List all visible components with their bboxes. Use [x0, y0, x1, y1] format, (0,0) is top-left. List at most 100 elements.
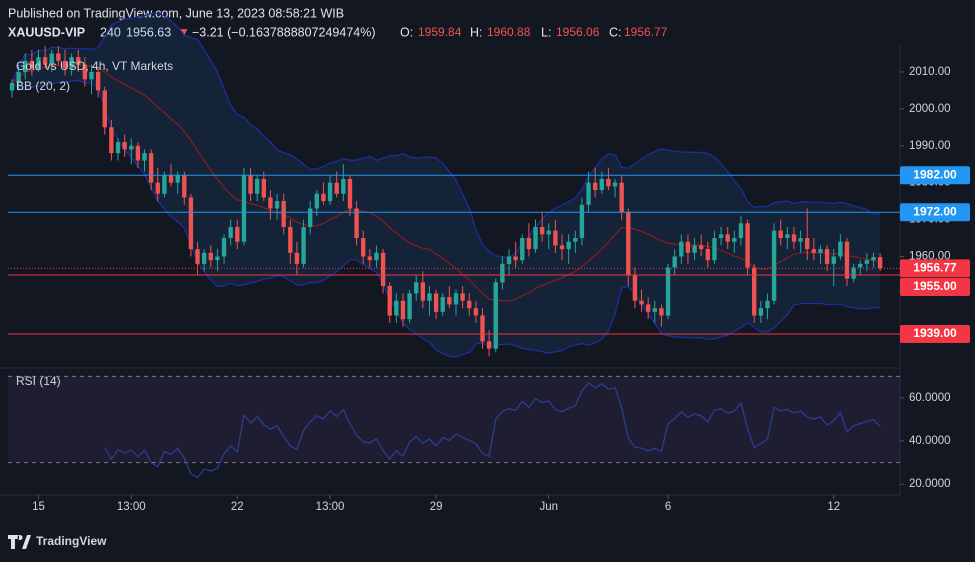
candle-body — [573, 238, 578, 242]
change: −3.21 (−0.1637888807249474%) — [192, 25, 376, 39]
candle-body — [361, 238, 366, 257]
bb-basis — [11, 63, 881, 302]
candle-body — [500, 263, 505, 283]
candle-body — [394, 300, 399, 316]
rsi-line — [104, 381, 881, 479]
candle-body — [811, 249, 817, 253]
candle-body — [612, 182, 618, 187]
candle-body — [712, 238, 717, 261]
candle-body — [228, 226, 233, 239]
candle-body — [36, 57, 41, 69]
x-tick-label: 13:00 — [316, 501, 345, 513]
candle-body — [215, 256, 220, 261]
x-tick-label: Jun — [539, 501, 558, 513]
y-tick-label: 1990.00 — [909, 140, 951, 152]
candle-body — [354, 208, 359, 239]
candle-body — [208, 252, 213, 261]
close-value: 1956.77 — [624, 25, 668, 39]
candle-body — [619, 182, 624, 213]
level-label: 1972.00 — [913, 204, 957, 218]
candle-body — [592, 182, 598, 191]
candle-body — [838, 241, 843, 257]
y-tick-label: 2010.00 — [909, 66, 951, 78]
brand: TradingView — [8, 534, 107, 549]
candle-body — [440, 297, 445, 312]
candle-body — [785, 234, 790, 239]
last-price: 1956.63 — [126, 25, 171, 39]
bb-fill — [11, 13, 881, 357]
candle-body — [400, 300, 406, 320]
candle-body — [175, 175, 180, 183]
candle-body — [29, 60, 35, 69]
candle-body — [162, 175, 167, 194]
candle-body — [798, 238, 803, 242]
x-tick-label: 22 — [231, 501, 244, 513]
candle-body — [639, 300, 644, 305]
candle-body — [606, 178, 611, 187]
candle-body — [752, 267, 757, 316]
candle-body — [95, 71, 101, 91]
candle-body — [380, 252, 386, 287]
candle-body — [871, 257, 876, 261]
candle-body — [765, 300, 770, 309]
candle-body — [387, 286, 392, 316]
level-label-box — [900, 324, 970, 343]
close-label: C: — [609, 25, 622, 39]
low-label: L: — [541, 25, 551, 39]
candle-body — [738, 223, 744, 239]
y-tick-label: 2000.00 — [909, 103, 951, 115]
candle-body — [771, 230, 777, 301]
candle-body — [195, 249, 200, 264]
x-tick-label: 15 — [32, 501, 45, 513]
candle-body — [374, 252, 379, 261]
candle-body — [347, 178, 353, 209]
brand-name: TradingView — [36, 534, 107, 548]
candle-body — [235, 226, 240, 242]
candle-body — [805, 238, 810, 250]
candle-body — [732, 238, 737, 242]
candle-body — [62, 60, 68, 69]
level-label: 1955.00 — [913, 279, 957, 293]
brand-logo — [8, 535, 31, 549]
candle-body — [453, 293, 459, 305]
bb-legend: BB (20, 2) — [16, 79, 70, 93]
candle-body — [877, 257, 883, 269]
candle-body — [9, 83, 15, 91]
current-price-box — [900, 259, 970, 278]
candle-body — [168, 175, 174, 183]
candle-body — [294, 252, 300, 264]
candle-body — [579, 204, 585, 239]
low-value: 1956.06 — [556, 25, 600, 39]
candle-body — [692, 245, 697, 253]
candle-body — [241, 175, 247, 242]
candle-body — [288, 226, 293, 253]
rsi-tick-label: 20.0000 — [909, 478, 951, 490]
level-label-box — [900, 277, 970, 296]
candle-body — [109, 127, 114, 154]
candle-body — [201, 252, 207, 264]
rsi-band — [8, 376, 900, 463]
candle-body — [864, 260, 870, 264]
x-tick-label: 12 — [827, 501, 840, 513]
candle-body — [308, 208, 313, 227]
candle-body — [420, 282, 426, 301]
candle-body — [42, 57, 48, 65]
candle-body — [414, 282, 419, 294]
candle-body — [493, 282, 498, 349]
candle-body — [76, 57, 81, 65]
published-note: Published on TradingView.com, June 13, 2… — [8, 6, 344, 20]
candle-body — [566, 241, 571, 250]
bb-upper — [11, 12, 881, 259]
candle-body — [142, 153, 147, 161]
level-label-box — [900, 166, 970, 185]
candle-body — [16, 71, 21, 84]
candle-body — [745, 223, 750, 268]
candle-body — [758, 308, 764, 316]
candle-body — [49, 53, 54, 65]
candle-body — [188, 197, 194, 250]
candle-body — [559, 245, 565, 250]
candle-body — [135, 145, 141, 161]
candle-body — [82, 64, 88, 80]
level-label: 1939.00 — [913, 326, 957, 340]
rsi-tick-label: 40.0000 — [909, 435, 951, 447]
